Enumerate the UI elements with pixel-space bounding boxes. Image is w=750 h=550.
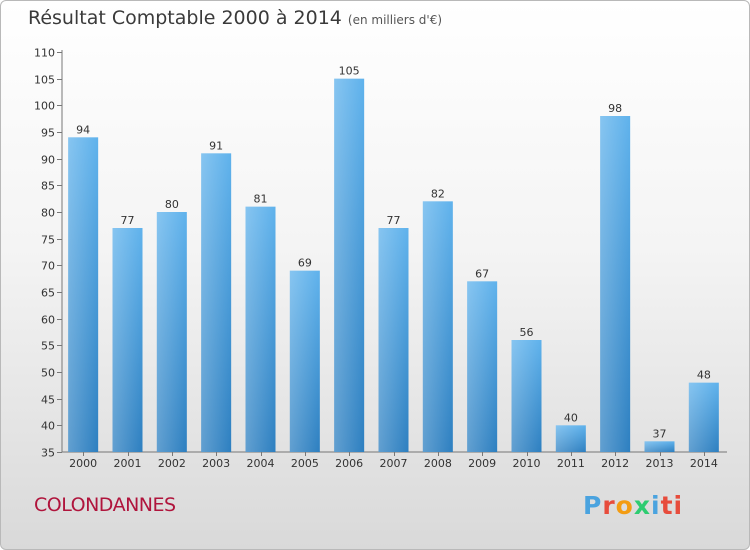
- y-tick-label: 75: [41, 234, 55, 247]
- bar-highlight: [600, 116, 631, 452]
- bar-highlight: [555, 425, 586, 452]
- y-tick-label: 65: [41, 287, 55, 300]
- y-tick-label: 55: [41, 340, 55, 353]
- y-tick-label: 85: [41, 180, 55, 193]
- data-label: 105: [339, 65, 360, 78]
- x-tick-label: 2014: [690, 457, 718, 470]
- logo-letter: x: [633, 491, 651, 520]
- chart-subtitle: (en milliers d'€): [347, 13, 443, 27]
- chart-title-text: Résultat Comptable 2000 à 2014: [28, 7, 342, 29]
- y-tick-label: 90: [41, 154, 55, 167]
- data-labels: 94 77 80 91 81 69 105 77 82 67 56 40 98 37 48: [76, 65, 711, 441]
- bar-highlight: [378, 228, 409, 452]
- data-label: 91: [209, 139, 223, 152]
- y-tick-label: 95: [41, 127, 55, 140]
- x-tick-label: 2007: [380, 457, 408, 470]
- y-tick-label: 70: [41, 260, 55, 273]
- bar-highlight: [511, 340, 542, 452]
- chart-title: Résultat Comptable 2000 à 2014 (en millie…: [28, 7, 442, 29]
- bar-highlight: [201, 153, 232, 453]
- proxiti-logo[interactable]: Proxiti: [583, 491, 683, 520]
- y-tick-label: 35: [41, 447, 55, 460]
- y-tick-label: 105: [34, 74, 55, 87]
- data-label: 69: [298, 257, 312, 270]
- logo-letter: r: [602, 491, 616, 520]
- data-label: 82: [431, 187, 445, 200]
- bars: [68, 78, 719, 453]
- bar-highlight: [688, 382, 719, 452]
- x-tick-label: 2001: [114, 457, 142, 470]
- data-label: 98: [608, 102, 622, 115]
- data-label: 56: [520, 326, 534, 339]
- y-tick-label: 40: [41, 420, 55, 433]
- data-label: 48: [697, 369, 711, 382]
- x-tick-label: 2000: [69, 457, 97, 470]
- data-label: 77: [121, 214, 135, 227]
- y-tick-label: 50: [41, 367, 55, 380]
- x-tick-label: 2011: [557, 457, 585, 470]
- y-tick-label: 80: [41, 207, 55, 220]
- data-label: 80: [165, 198, 179, 211]
- bar-highlight: [289, 270, 320, 452]
- x-tick-label: 2003: [202, 457, 230, 470]
- x-tick-label: 2010: [513, 457, 541, 470]
- bar-highlight: [422, 201, 453, 452]
- y-tick-label: 45: [41, 394, 55, 407]
- logo-letter: P: [583, 491, 603, 520]
- x-tick-label: 2004: [247, 457, 275, 470]
- logo-letter: ti: [660, 491, 684, 520]
- bar-highlight: [467, 281, 498, 452]
- logo-letter: i: [651, 491, 661, 520]
- commune-name: COLONDANNES: [34, 494, 176, 516]
- bar-highlight: [112, 228, 143, 452]
- x-tick-label: 2002: [158, 457, 186, 470]
- data-label: 37: [653, 427, 667, 440]
- logo-letter: o: [615, 491, 634, 520]
- bar-highlight: [156, 212, 187, 452]
- data-label: 40: [564, 411, 578, 424]
- x-tick-label: 2012: [601, 457, 629, 470]
- x-tick-label: 2008: [424, 457, 452, 470]
- bar-highlight: [245, 206, 276, 452]
- data-label: 67: [475, 267, 489, 280]
- y-tick-label: 60: [41, 314, 55, 327]
- y-tick-label: 100: [34, 100, 55, 113]
- y-tick-label: 110: [34, 47, 55, 60]
- x-tick-label: 2013: [646, 457, 674, 470]
- bar-highlight: [68, 137, 99, 453]
- x-tick-label: 2005: [291, 457, 319, 470]
- bar-highlight: [334, 78, 365, 453]
- x-tick-label: 2009: [468, 457, 496, 470]
- data-label: 81: [254, 193, 268, 206]
- x-tick-label: 2006: [335, 457, 363, 470]
- data-label: 94: [76, 123, 90, 136]
- bar-highlight: [644, 441, 675, 452]
- data-label: 77: [387, 214, 401, 227]
